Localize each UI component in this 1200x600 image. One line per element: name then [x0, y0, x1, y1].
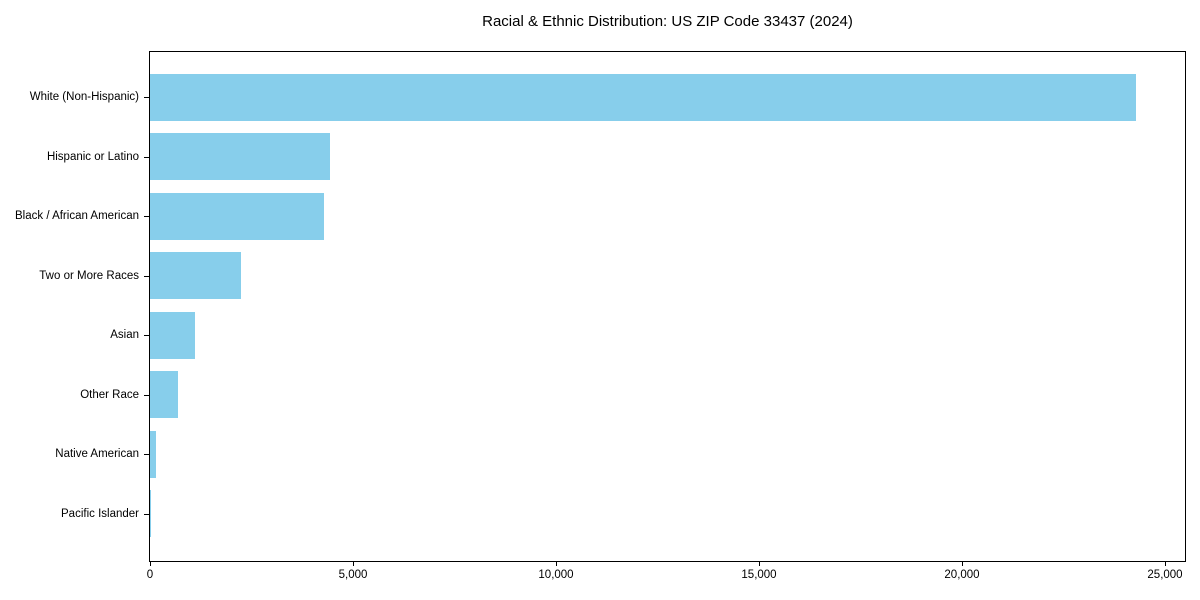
y-axis-label: Pacific Islander	[61, 508, 139, 520]
y-axis-label: Two or More Races	[39, 270, 139, 282]
chart-title: Racial & Ethnic Distribution: US ZIP Cod…	[482, 13, 853, 30]
y-tick-mark	[144, 97, 149, 98]
plot-area	[149, 51, 1186, 562]
x-tick-label: 10,000	[538, 569, 574, 581]
x-tick-mark	[150, 561, 151, 566]
y-axis-label: White (Non-Hispanic)	[29, 91, 139, 103]
y-axis-label: Black / African American	[15, 210, 139, 222]
bar	[150, 371, 178, 419]
y-tick-mark	[144, 276, 149, 277]
bar	[150, 252, 242, 300]
x-tick-mark	[1165, 561, 1166, 566]
y-axis-label: Hispanic or Latino	[46, 151, 139, 163]
bar	[150, 490, 151, 538]
y-tick-mark	[144, 454, 149, 455]
y-axis-label: Asian	[110, 329, 139, 341]
x-tick-label: 5,000	[338, 569, 368, 581]
bar	[150, 73, 1137, 121]
y-tick-mark	[144, 514, 149, 515]
y-tick-mark	[144, 216, 149, 217]
x-tick-mark	[962, 561, 963, 566]
x-tick-label: 15,000	[741, 569, 777, 581]
x-tick-mark	[759, 561, 760, 566]
y-tick-mark	[144, 157, 149, 158]
x-tick-label: 25,000	[1147, 569, 1183, 581]
y-tick-mark	[144, 395, 149, 396]
x-tick-mark	[556, 561, 557, 566]
bar	[150, 311, 196, 359]
bar	[150, 133, 331, 181]
x-tick-label: 0	[146, 569, 154, 581]
bar	[150, 430, 157, 478]
x-tick-mark	[353, 561, 354, 566]
y-axis-label: Other Race	[80, 389, 139, 401]
y-tick-mark	[144, 335, 149, 336]
y-axis-label: Native American	[55, 448, 139, 460]
bar	[150, 192, 325, 240]
x-tick-label: 20,000	[944, 569, 980, 581]
